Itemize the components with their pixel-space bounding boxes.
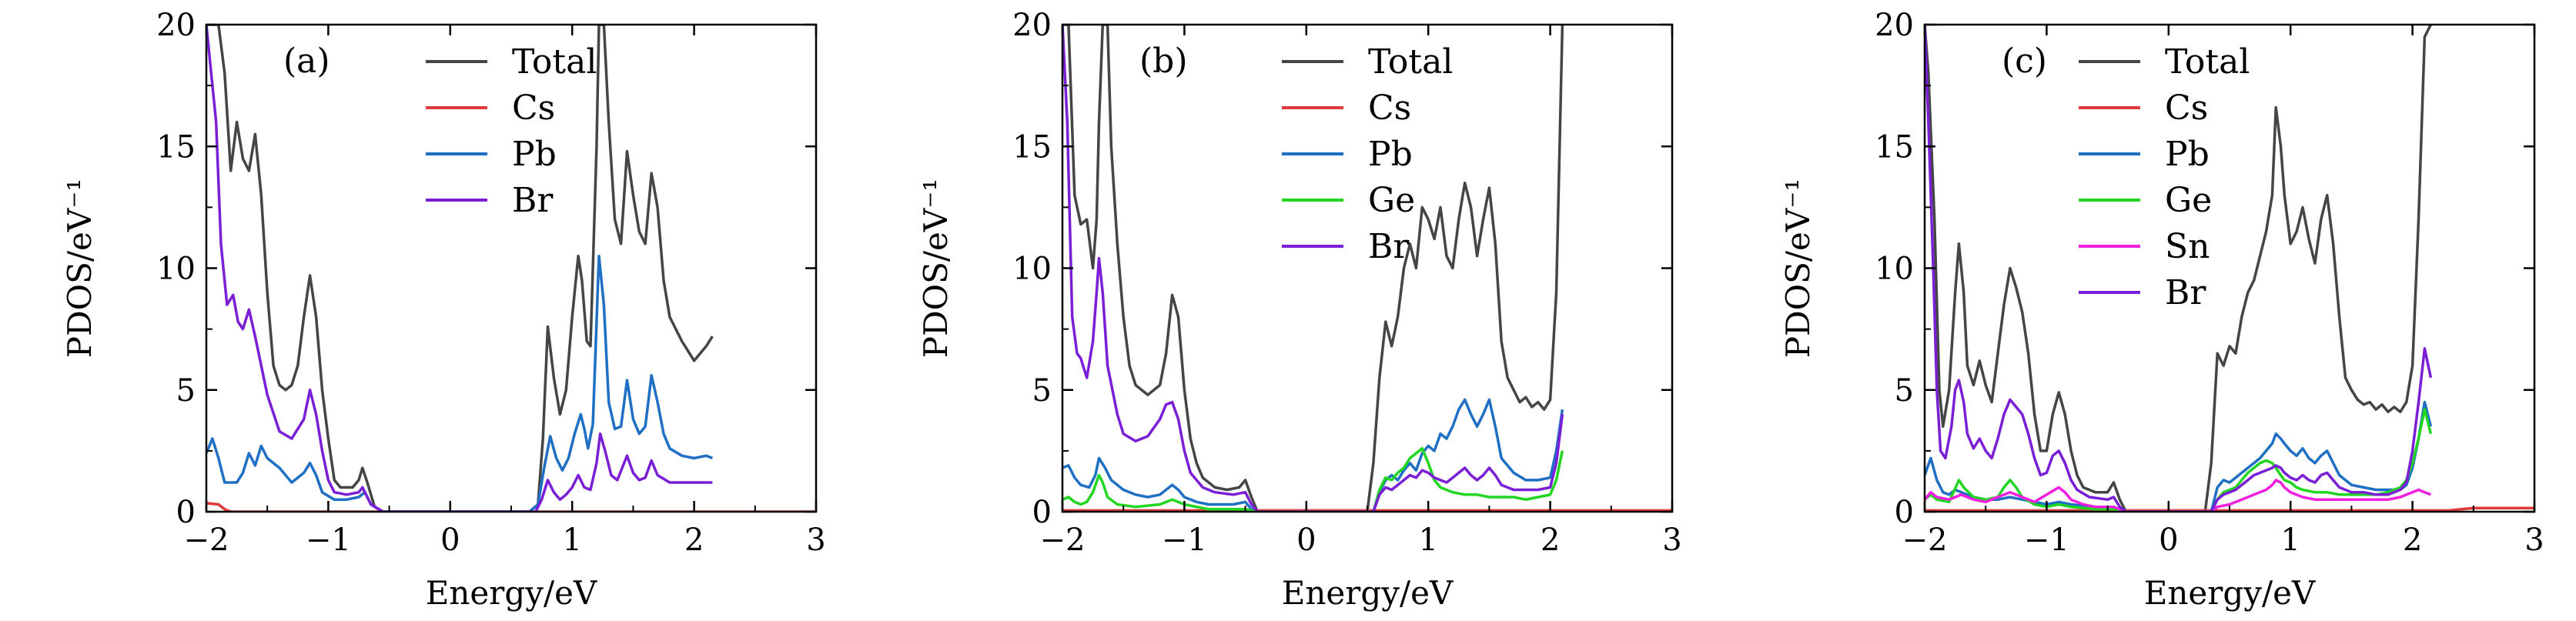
series-line-total <box>206 25 714 512</box>
x-tick-label: 3 <box>1662 523 1681 558</box>
y-tick-label: 15 <box>156 129 196 165</box>
series-line-pb <box>1062 398 1564 512</box>
legend-label-total: Total <box>2165 42 2250 82</box>
series-line-cs <box>206 502 816 512</box>
x-tick-label: 3 <box>806 523 825 558</box>
plot-frame <box>1061 23 1674 513</box>
legend-label-cs: Cs <box>1368 88 1411 128</box>
legend-label-cs: Cs <box>2165 88 2208 128</box>
chart-panel-c: −2 −1 0 1 2 3 0 5 10 15 20 Energy/eV PDOS/eV⁻¹ (c) Tot… <box>1779 8 2544 612</box>
legend-label-br: Br <box>1368 227 1410 266</box>
y-tick-label: 0 <box>1895 495 1914 530</box>
x-axis-title: Energy/eV <box>1282 574 1454 612</box>
legend-label-br: Br <box>512 181 554 220</box>
x-tick-label: 2 <box>1541 523 1560 558</box>
series-line-pb <box>206 254 714 512</box>
legend-label-total: Total <box>512 42 597 82</box>
y-axis-title: PDOS/eV⁻¹ <box>917 179 955 358</box>
x-tick-label: 0 <box>2159 523 2178 558</box>
series-line-ge <box>1062 446 1564 512</box>
y-tick-label: 5 <box>176 373 196 409</box>
y-tick-label: 0 <box>176 495 196 530</box>
x-tick-label: −2 <box>184 523 229 558</box>
legend-label-br: Br <box>2165 273 2206 312</box>
y-tick-label: 10 <box>156 252 196 287</box>
panel-label: (c) <box>2002 42 2047 81</box>
legend-label-pb: Pb <box>1368 135 1413 174</box>
legend-label-total: Total <box>1368 42 1453 82</box>
series-line-total <box>1925 25 2432 512</box>
x-tick-label: 0 <box>440 523 460 558</box>
y-axis-title: PDOS/eV⁻¹ <box>1779 179 1817 358</box>
legend: Total Cs Pb Ge Sn Br <box>2079 42 2250 312</box>
legend-label-pb: Pb <box>512 135 557 174</box>
legend-label-sn: Sn <box>2165 227 2210 266</box>
panel-label: (a) <box>283 42 330 81</box>
x-tick-label: −1 <box>306 523 351 558</box>
x-tick-label: −1 <box>1162 523 1207 558</box>
series-group <box>1062 25 1672 512</box>
x-axis-title: Energy/eV <box>426 574 597 612</box>
y-tick-label: 10 <box>1012 252 1052 287</box>
plot-frame <box>1923 23 2536 513</box>
panel-label: (b) <box>1139 42 1188 81</box>
series-line-br <box>1925 25 2433 512</box>
legend-label-cs: Cs <box>512 88 555 128</box>
legend-label-pb: Pb <box>2165 135 2210 174</box>
series-line-cs <box>1925 506 2534 512</box>
x-tick-label: −2 <box>1902 523 1948 558</box>
x-tick-label: −1 <box>2024 523 2069 558</box>
series-group <box>206 25 816 512</box>
y-tick-label: 20 <box>1875 8 1914 43</box>
x-axis-title: Energy/eV <box>2144 574 2316 612</box>
legend-label-ge: Ge <box>2165 181 2212 220</box>
y-tick-label: 5 <box>1895 373 1914 409</box>
x-tick-label: 2 <box>2403 523 2422 558</box>
x-tick-label: 1 <box>1418 523 1437 558</box>
series-group <box>1925 25 2534 512</box>
y-tick-label: 20 <box>1012 8 1052 43</box>
y-axis-title: PDOS/eV⁻¹ <box>61 179 99 358</box>
y-tick-label: 5 <box>1032 373 1052 409</box>
legend: Total Cs Pb Br <box>426 42 597 220</box>
x-tick-label: 1 <box>2280 523 2300 558</box>
legend: Total Cs Pb Ge Br <box>1282 42 1453 266</box>
x-tick-label: 2 <box>684 523 704 558</box>
y-tick-label: 20 <box>156 8 196 43</box>
plot-frame <box>205 23 818 513</box>
y-tick-label: 0 <box>1032 495 1052 530</box>
series-line-total <box>1062 25 1564 512</box>
chart-panel-b: −2 −1 0 1 2 3 0 5 10 15 20 Energy/eV PDOS/eV⁻¹ (b) Tot… <box>917 8 1682 612</box>
x-tick-label: 1 <box>562 523 581 558</box>
x-tick-label: −2 <box>1040 523 1086 558</box>
legend-label-ge: Ge <box>1368 181 1415 220</box>
series-line-br <box>206 25 713 512</box>
y-tick-label: 15 <box>1875 129 1914 165</box>
series-line-sn <box>1925 479 2432 512</box>
y-tick-label: 10 <box>1875 252 1914 287</box>
x-tick-label: 3 <box>2524 523 2544 558</box>
series-line-br <box>1062 25 1564 512</box>
x-tick-label: 0 <box>1296 523 1316 558</box>
chart-panel-a: −2 −1 0 1 2 3 0 5 10 15 20 Energy/eV PDOS/eV⁻¹ (a) Tot… <box>61 8 826 612</box>
y-tick-label: 15 <box>1012 129 1052 165</box>
